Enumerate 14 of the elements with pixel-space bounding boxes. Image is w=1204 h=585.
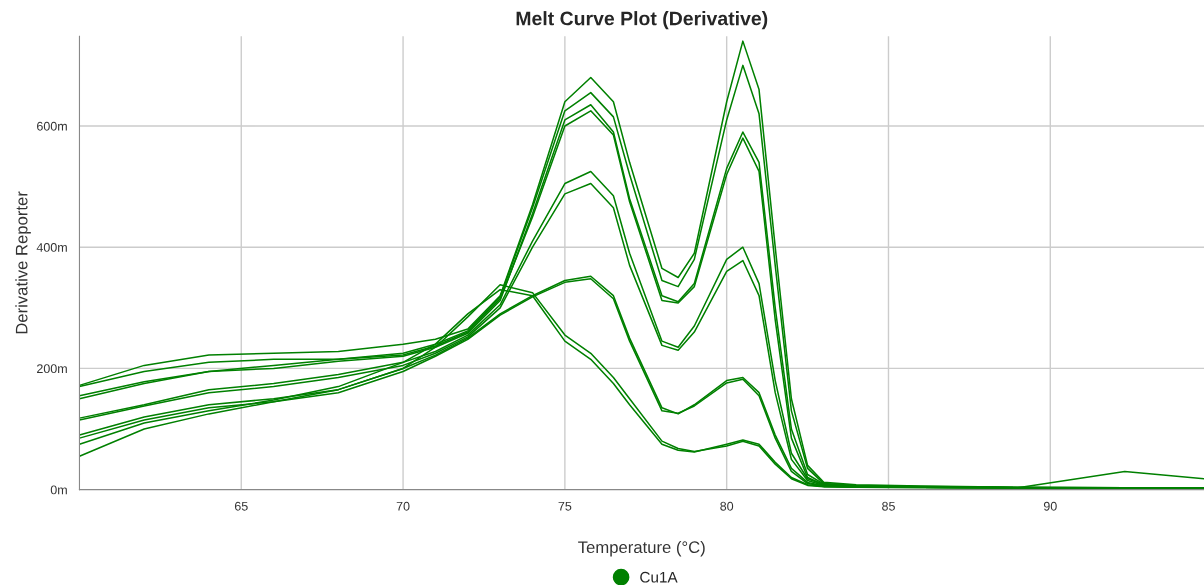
x-tick-label: 85 <box>882 501 895 511</box>
x-tick-label: 75 <box>558 501 572 511</box>
x-tick-label: 90 <box>1043 501 1057 511</box>
x-tick-label: 65 <box>234 501 248 511</box>
y-tick-label: 600m <box>37 121 67 131</box>
chart-title: Melt Curve Plot (Derivative) <box>516 11 768 30</box>
x-tick-label: 80 <box>720 501 734 511</box>
y-tick-label: 400m <box>36 243 67 252</box>
x-tick-label: 70 <box>396 501 410 511</box>
x-axis-title: Temperature (°C) <box>578 540 705 557</box>
y-axis-title: Derivative Reporter <box>15 191 31 334</box>
legend-label: Cu1A <box>640 571 678 583</box>
y-tick-label: 0m <box>50 485 67 495</box>
y-tick-label: 200m <box>37 364 67 374</box>
